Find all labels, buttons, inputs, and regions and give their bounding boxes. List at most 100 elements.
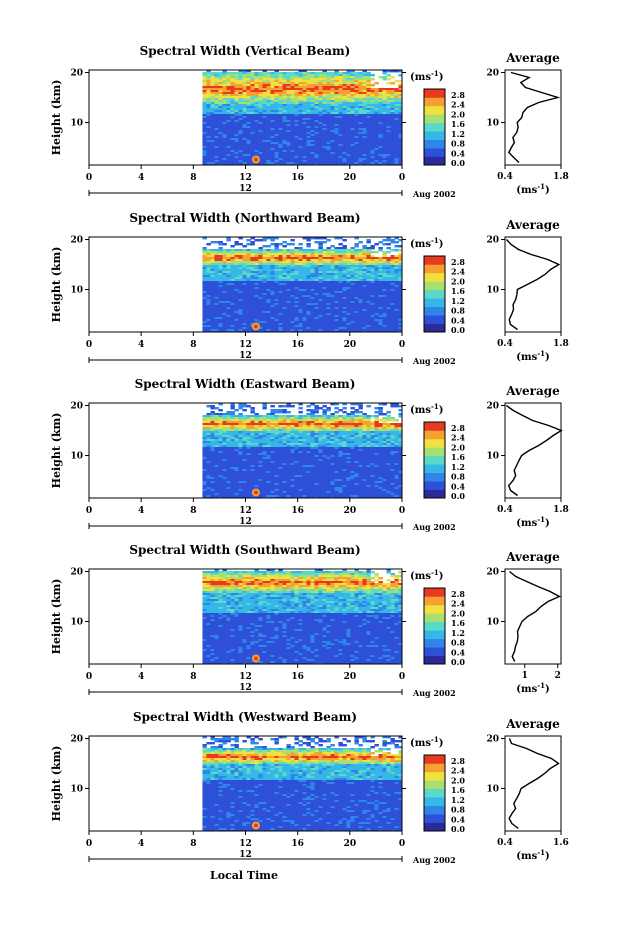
heatmap-cell bbox=[382, 323, 387, 326]
heatmap-cell bbox=[342, 114, 347, 117]
heatmap-cell bbox=[286, 146, 291, 149]
heatmap-cell bbox=[230, 321, 235, 324]
heatmap-cell bbox=[246, 313, 251, 316]
heatmap-cell bbox=[330, 122, 335, 125]
heatmap-cell bbox=[226, 415, 231, 418]
heatmap-cell bbox=[258, 263, 263, 266]
heatmap-cell bbox=[370, 323, 375, 326]
heatmap-cell bbox=[286, 144, 291, 147]
heatmap-cell bbox=[254, 114, 259, 117]
heatmap-cell bbox=[338, 148, 343, 151]
heatmap-cell bbox=[314, 409, 319, 412]
heatmap-cell bbox=[282, 297, 287, 300]
heatmap-cell bbox=[342, 407, 347, 410]
heatmap-cell bbox=[382, 293, 387, 296]
heatmap-cell bbox=[254, 289, 259, 292]
heatmap-cell bbox=[382, 108, 387, 111]
heatmap-cell bbox=[258, 325, 263, 328]
heatmap-cell bbox=[250, 421, 255, 424]
heatmap-cell bbox=[214, 84, 219, 87]
heatmap-cell bbox=[246, 243, 251, 246]
heatmap-cell bbox=[262, 126, 267, 129]
heatmap-cell bbox=[254, 152, 259, 155]
heatmap-cell bbox=[230, 415, 235, 418]
heatmap-cell bbox=[306, 245, 311, 248]
heatmap-cell bbox=[270, 321, 275, 324]
heatmap-cell bbox=[250, 102, 255, 105]
average-x-tick-label: 1.8 bbox=[553, 172, 569, 182]
heatmap-cell bbox=[246, 323, 251, 326]
heatmap-cell bbox=[226, 126, 231, 129]
heatmap-cell bbox=[234, 128, 239, 131]
heatmap-cell bbox=[354, 267, 359, 270]
heatmap-cell bbox=[286, 299, 291, 302]
heatmap-cell bbox=[282, 277, 287, 280]
heatmap-cell bbox=[378, 162, 383, 165]
heatmap-cell bbox=[306, 104, 311, 107]
heatmap-cell bbox=[298, 307, 303, 310]
heatmap-cell bbox=[298, 150, 303, 153]
heatmap-cell bbox=[378, 100, 383, 103]
heatmap-cell bbox=[294, 100, 299, 103]
heatmap-cell bbox=[274, 301, 279, 304]
heatmap-cell bbox=[262, 267, 267, 270]
heatmap-cell bbox=[302, 138, 307, 141]
heatmap-cell bbox=[270, 126, 275, 129]
heatmap-cell bbox=[238, 325, 243, 328]
heatmap-cell bbox=[318, 309, 323, 312]
heatmap-cell bbox=[374, 116, 379, 119]
heatmap-cell bbox=[302, 265, 307, 268]
heatmap-cell bbox=[214, 269, 219, 272]
heatmap-cell bbox=[374, 104, 379, 107]
heatmap-cell bbox=[302, 295, 307, 298]
heatmap-cell bbox=[354, 144, 359, 147]
heatmap-cell bbox=[202, 313, 207, 316]
heatmap-cell bbox=[218, 273, 223, 276]
heatmap-cell bbox=[250, 295, 255, 298]
heatmap-cell bbox=[306, 309, 311, 312]
heatmap-cell bbox=[222, 142, 227, 145]
heatmap-cell bbox=[358, 265, 363, 268]
heatmap-cell bbox=[346, 303, 351, 306]
heatmap-cell bbox=[314, 275, 319, 278]
heatmap-cell bbox=[266, 309, 271, 312]
heatmap-cell bbox=[298, 417, 303, 420]
heatmap-cell bbox=[390, 419, 395, 422]
heatmap-cell bbox=[358, 325, 363, 328]
heatmap-cell bbox=[362, 317, 367, 320]
heatmap-cell bbox=[206, 301, 211, 304]
heatmap-cell bbox=[394, 287, 399, 290]
heatmap-cell bbox=[334, 267, 339, 270]
heatmap-cell bbox=[374, 112, 379, 115]
heatmap-cell bbox=[286, 327, 291, 330]
heatmap-cell bbox=[362, 100, 367, 103]
heatmap-cell bbox=[282, 263, 287, 266]
heatmap-cell bbox=[294, 152, 299, 155]
heatmap-cell bbox=[254, 253, 259, 256]
heatmap-cell bbox=[210, 126, 215, 129]
heatmap-cell bbox=[298, 144, 303, 147]
heatmap-cell bbox=[358, 289, 363, 292]
heatmap-cell bbox=[258, 319, 263, 322]
heatmap-cell bbox=[226, 110, 231, 113]
heatmap-cell bbox=[378, 413, 383, 416]
heatmap-cell bbox=[386, 259, 391, 262]
heatmap-cell bbox=[358, 136, 363, 139]
heatmap-cell bbox=[318, 329, 323, 332]
heatmap-cell bbox=[314, 104, 319, 107]
heatmap-cell bbox=[322, 82, 327, 85]
heatmap-cell bbox=[382, 321, 387, 324]
heatmap-cell bbox=[362, 277, 367, 280]
heatmap-cell bbox=[370, 319, 375, 322]
heatmap-cell bbox=[210, 154, 215, 157]
heatmap-cell bbox=[210, 96, 215, 99]
heatmap-cell bbox=[218, 413, 223, 416]
heatmap-cell bbox=[226, 297, 231, 300]
heatmap-cell bbox=[342, 279, 347, 282]
heatmap-cell bbox=[246, 138, 251, 141]
heatmap-cell bbox=[266, 281, 271, 284]
heatmap-cell bbox=[346, 88, 351, 91]
heatmap-cell bbox=[334, 158, 339, 161]
heatmap-cell bbox=[286, 154, 291, 157]
heatmap-cell bbox=[394, 423, 399, 426]
